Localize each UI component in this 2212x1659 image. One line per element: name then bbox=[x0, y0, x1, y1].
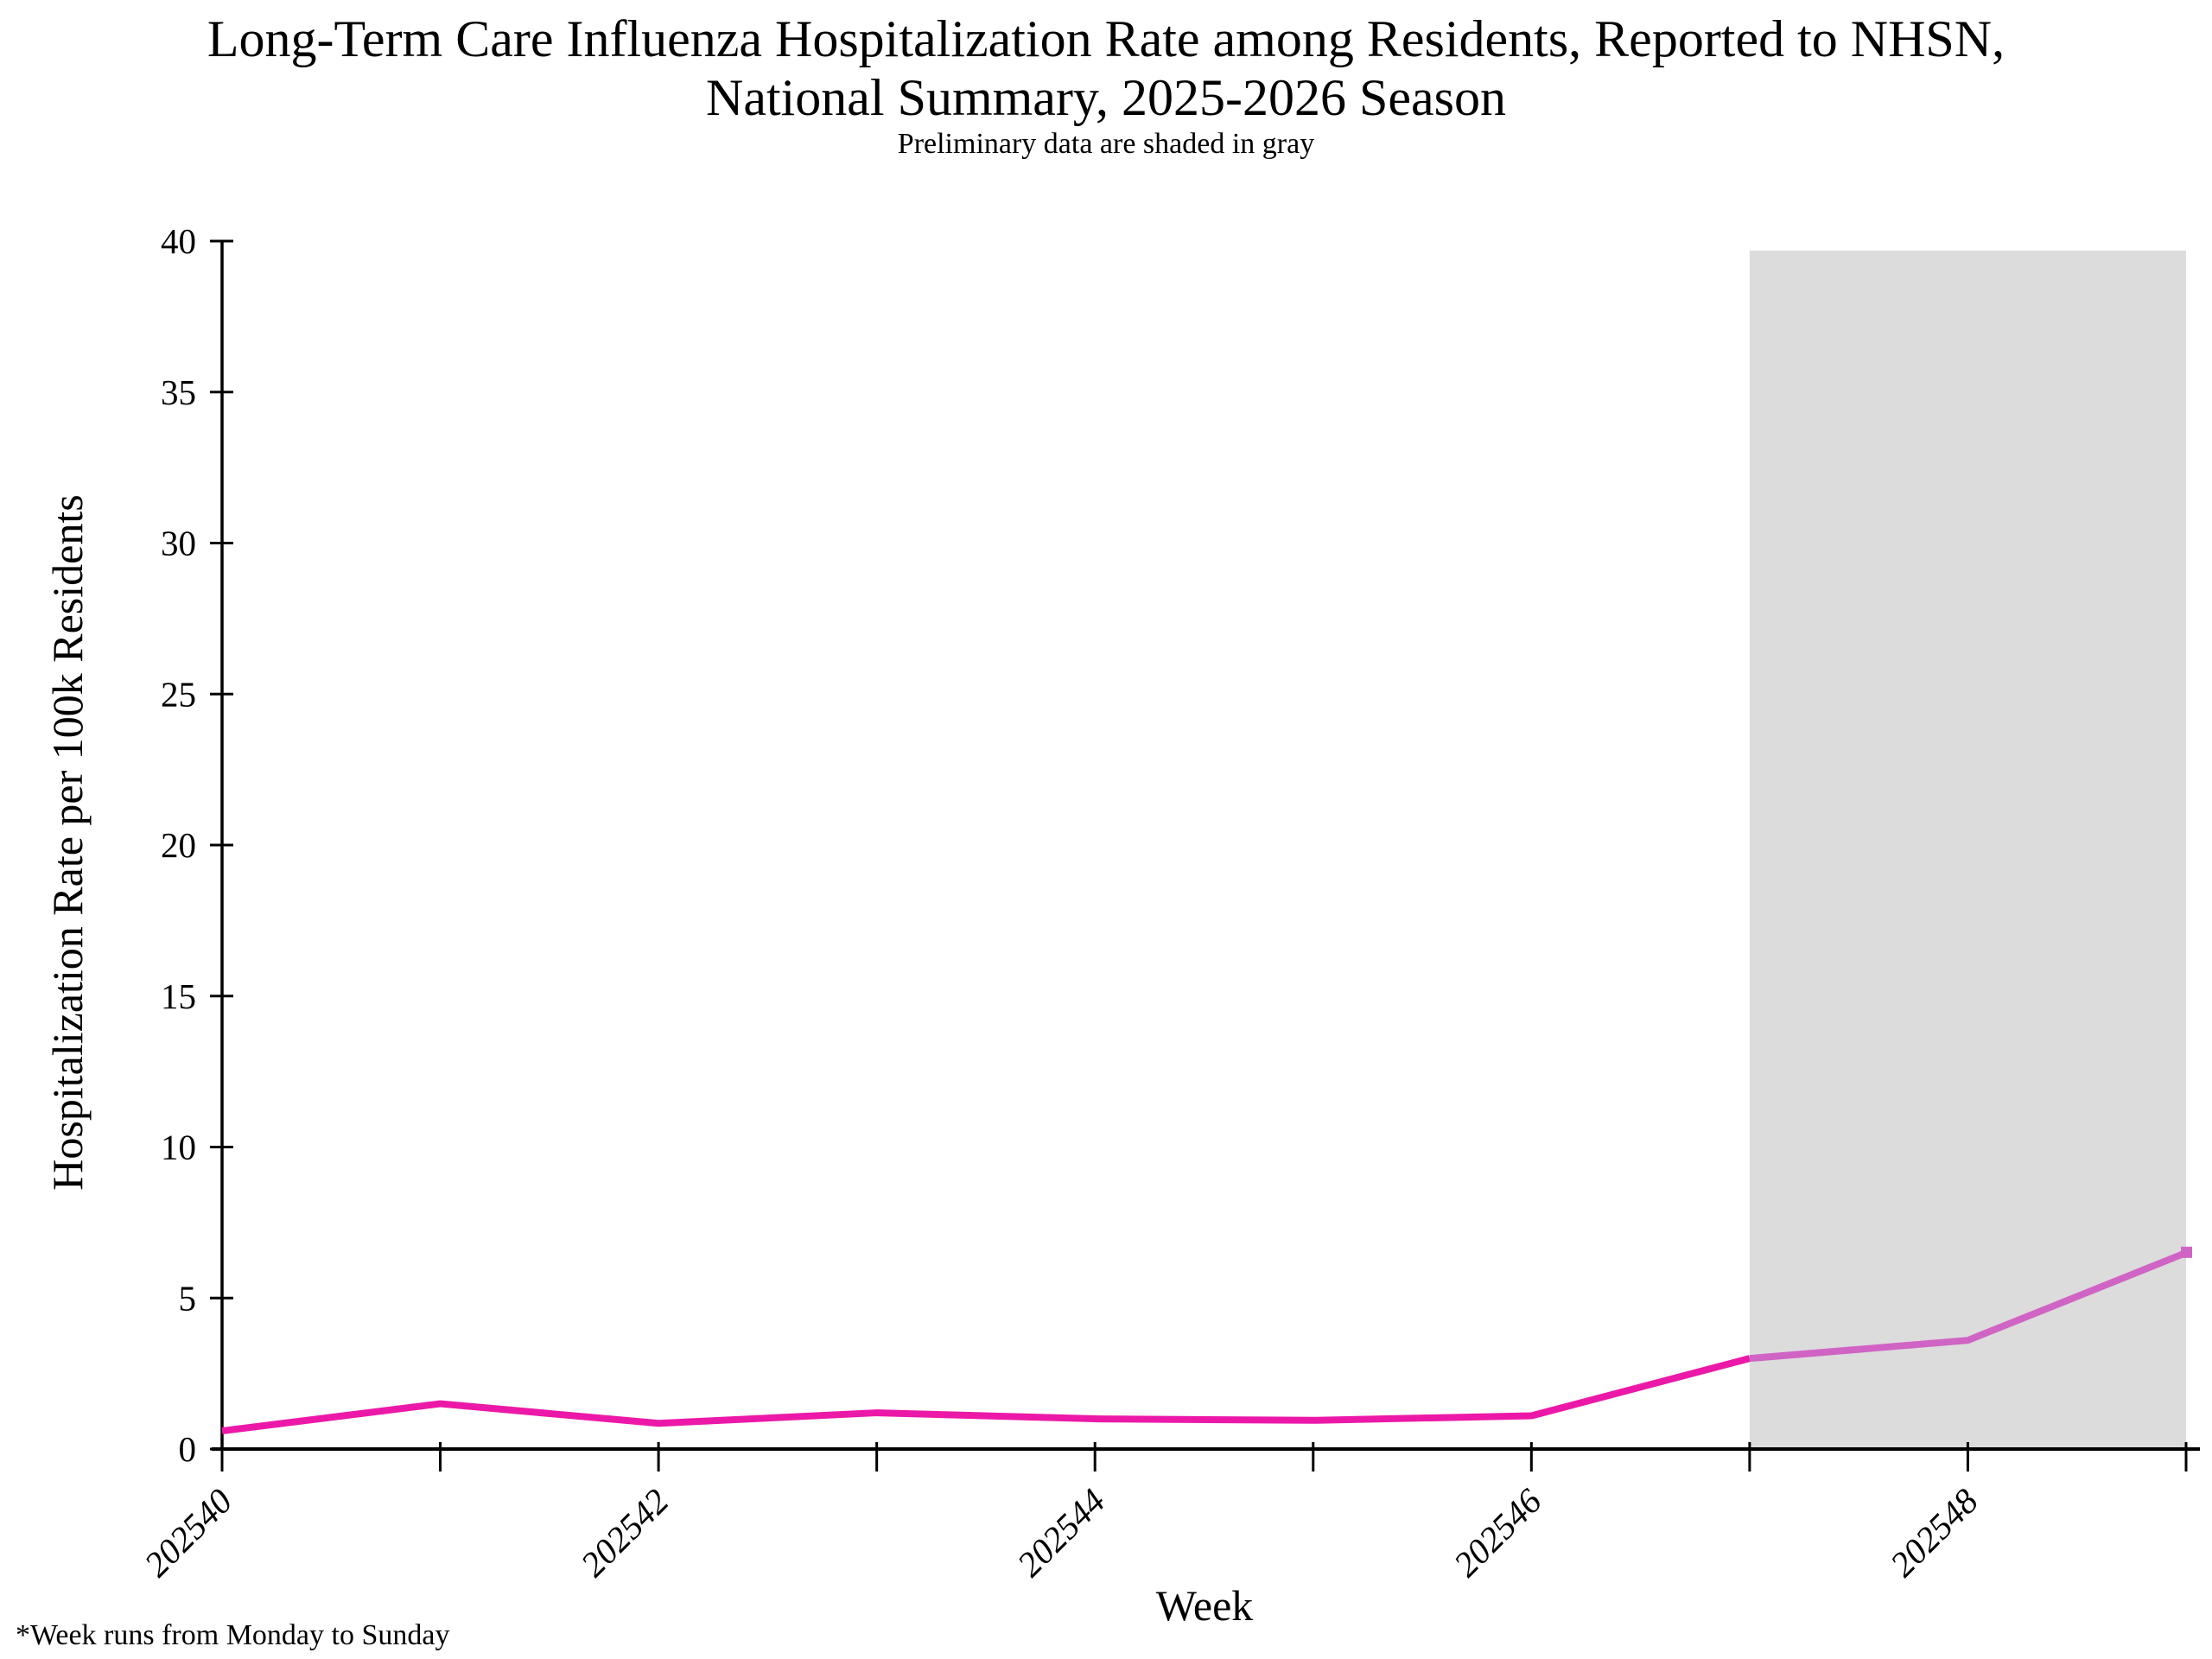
y-tick-label: 10 bbox=[161, 1128, 196, 1167]
footnote: *Week runs from Monday to Sunday bbox=[16, 1619, 450, 1651]
x-tick-label: 202542 bbox=[573, 1481, 677, 1585]
preliminary-shaded-region bbox=[1749, 251, 2186, 1449]
x-tick-label: 202548 bbox=[1882, 1480, 1986, 1584]
y-tick-label: 5 bbox=[179, 1278, 197, 1318]
y-tick-label: 35 bbox=[161, 372, 196, 412]
y-tick-label: 25 bbox=[161, 674, 196, 714]
y-axis-title: Hospitalization Rate per 100k Residents bbox=[43, 494, 92, 1191]
x-axis-title: Week bbox=[1155, 1581, 1254, 1630]
y-tick-label: 40 bbox=[161, 221, 196, 261]
x-tick-label: 202540 bbox=[137, 1481, 240, 1585]
chart-title-line1: Long-Term Care Influenza Hospitalization… bbox=[207, 10, 2005, 67]
chart-title-line2: National Summary, 2025-2026 Season bbox=[706, 69, 1506, 126]
y-tick-label: 20 bbox=[161, 825, 196, 865]
rate-line-final bbox=[221, 1355, 1751, 1434]
rate-line-preliminary bbox=[1749, 1249, 2188, 1363]
y-tick-label: 30 bbox=[161, 524, 196, 563]
x-tick-label: 202544 bbox=[1009, 1481, 1113, 1585]
x-tick-label: 202546 bbox=[1446, 1480, 1549, 1584]
line-endpoint-marker bbox=[2181, 1246, 2192, 1258]
chart-subtitle: Preliminary data are shaded in gray bbox=[897, 128, 1315, 160]
y-tick-label: 15 bbox=[161, 976, 196, 1016]
y-tick-label: 0 bbox=[179, 1429, 197, 1469]
